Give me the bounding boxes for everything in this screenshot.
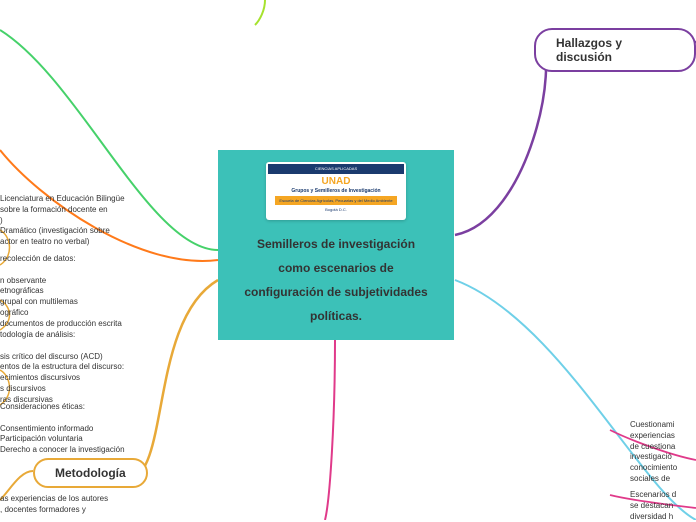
card-foot: Bogotá D.C.	[325, 207, 347, 212]
node-hallazgos-label: Hallazgos y discusión	[556, 36, 622, 64]
card-sub: Grupos y Semilleros de Investigación	[291, 188, 380, 194]
right-text-2: Escenarios d se destacan diversidad h	[630, 490, 676, 522]
card-header: CIENCIAS APLICADAS	[268, 164, 404, 174]
central-title: Semilleros de investigación como escenar…	[236, 232, 436, 328]
left-text-1: Licenciatura en Educación Bilingüe sobre…	[0, 194, 125, 248]
central-node[interactable]: CIENCIAS APLICADAS UNAD Grupos y Semille…	[218, 150, 454, 340]
left-text-2: recolección de datos: n observante etnog…	[0, 254, 122, 330]
card-band: Escuela de Ciencias Agrícolas, Pecuarias…	[275, 196, 397, 205]
card-logo: UNAD	[322, 176, 351, 187]
mindmap-canvas: CIENCIAS APLICADAS UNAD Grupos y Semille…	[0, 0, 696, 520]
central-card: CIENCIAS APLICADAS UNAD Grupos y Semille…	[266, 162, 406, 220]
right-text-1: Cuestionami experiencias de cuestiona in…	[630, 420, 677, 485]
node-hallazgos[interactable]: Hallazgos y discusión	[534, 28, 696, 72]
left-text-4: Consideraciones éticas: Consentimiento i…	[0, 402, 125, 456]
left-text-5: as experiencias de los autores , docente…	[0, 494, 108, 516]
node-metodologia[interactable]: Metodología	[33, 458, 148, 488]
node-metodologia-label: Metodología	[55, 466, 126, 480]
left-text-3: todología de análisis: sis crítico del d…	[0, 330, 124, 406]
